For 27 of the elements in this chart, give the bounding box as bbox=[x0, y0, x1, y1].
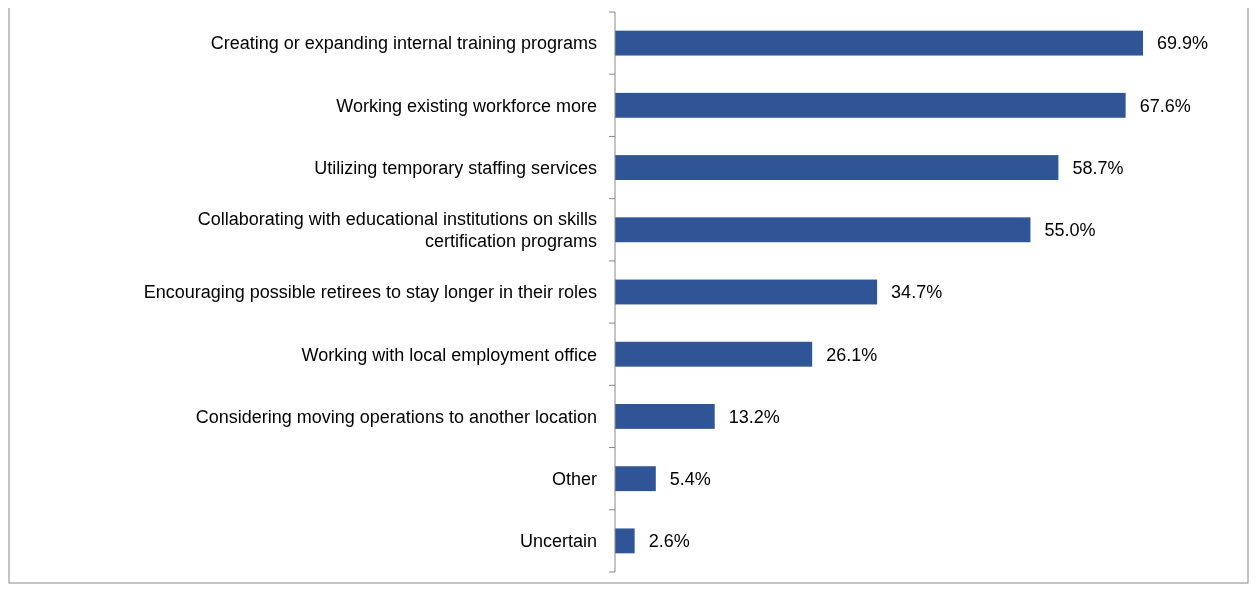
y-tick-label: Working existing workforce more bbox=[336, 95, 597, 116]
data-label: 55.0% bbox=[1044, 220, 1096, 241]
y-tick-label: Collaborating with educational institutions on skills certification programs bbox=[197, 209, 597, 252]
data-label: 26.1% bbox=[826, 344, 878, 365]
data-label: 2.6% bbox=[648, 531, 690, 552]
bar bbox=[615, 528, 635, 554]
bar bbox=[615, 155, 1059, 180]
bar bbox=[615, 404, 715, 429]
bar bbox=[615, 341, 813, 367]
data-label: 67.6% bbox=[1139, 95, 1191, 116]
y-tick-label: Considering moving operations to another location bbox=[195, 406, 597, 427]
y-tick-label: Utilizing temporary staffing services bbox=[314, 157, 597, 178]
data-label: 34.7% bbox=[891, 282, 943, 303]
bar bbox=[615, 279, 878, 305]
y-tick-label: Uncertain bbox=[519, 531, 597, 552]
bar bbox=[615, 30, 1143, 56]
y-tick-label: Working with local employment office bbox=[301, 344, 597, 365]
bar bbox=[615, 92, 1126, 118]
y-tick-label: Creating or expanding internal training programs bbox=[210, 33, 597, 54]
data-label: 5.4% bbox=[669, 468, 711, 489]
bar bbox=[615, 466, 656, 492]
data-label: 13.2% bbox=[728, 406, 780, 427]
bar bbox=[615, 217, 1031, 243]
data-label: 69.9% bbox=[1157, 33, 1209, 54]
y-tick-label: Encouraging possible retirees to stay longer in their roles bbox=[143, 282, 597, 303]
data-label: 58.7% bbox=[1072, 157, 1124, 178]
y-tick-label: Other bbox=[551, 468, 597, 489]
